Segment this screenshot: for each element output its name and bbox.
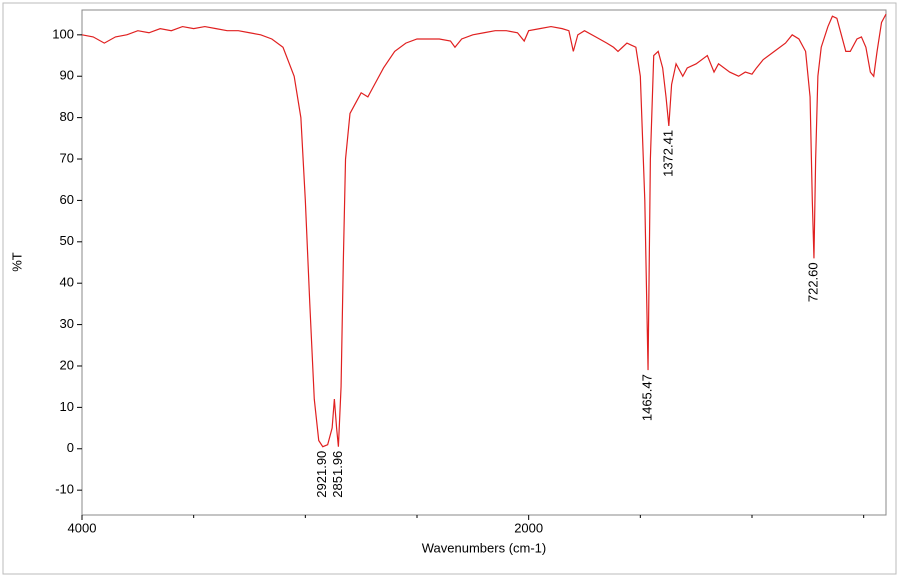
y-tick-label: 0	[67, 440, 74, 455]
y-tick-label: 40	[60, 275, 74, 290]
y-axis-label: %T	[9, 252, 24, 272]
plot-frame	[81, 9, 887, 516]
peak-label: 1372.41	[660, 130, 675, 177]
y-tick-label: 10	[60, 399, 74, 414]
y-tick-label: 60	[60, 192, 74, 207]
window-border	[2, 2, 897, 575]
peak-label: 2921.90	[314, 451, 329, 498]
y-tick-label: 20	[60, 357, 74, 372]
spectrum-line	[81, 13, 887, 448]
y-tick-label: 50	[60, 233, 74, 248]
peak-label: 2851.96	[330, 451, 345, 498]
y-tick-label: 30	[60, 316, 74, 331]
x-tick-label: 2000	[514, 520, 543, 535]
peak-label: 1465.47	[639, 374, 654, 421]
y-tick-label: 80	[60, 109, 74, 124]
y-tick-label: -10	[55, 482, 74, 497]
y-tick-label: 90	[60, 68, 74, 83]
x-tick-label: 4000	[68, 520, 97, 535]
peak-label: 722.60	[805, 262, 820, 302]
y-tick-label: 100	[52, 26, 74, 41]
y-tick-label: 70	[60, 150, 74, 165]
x-axis-label: Wavenumbers (cm-1)	[422, 540, 546, 555]
